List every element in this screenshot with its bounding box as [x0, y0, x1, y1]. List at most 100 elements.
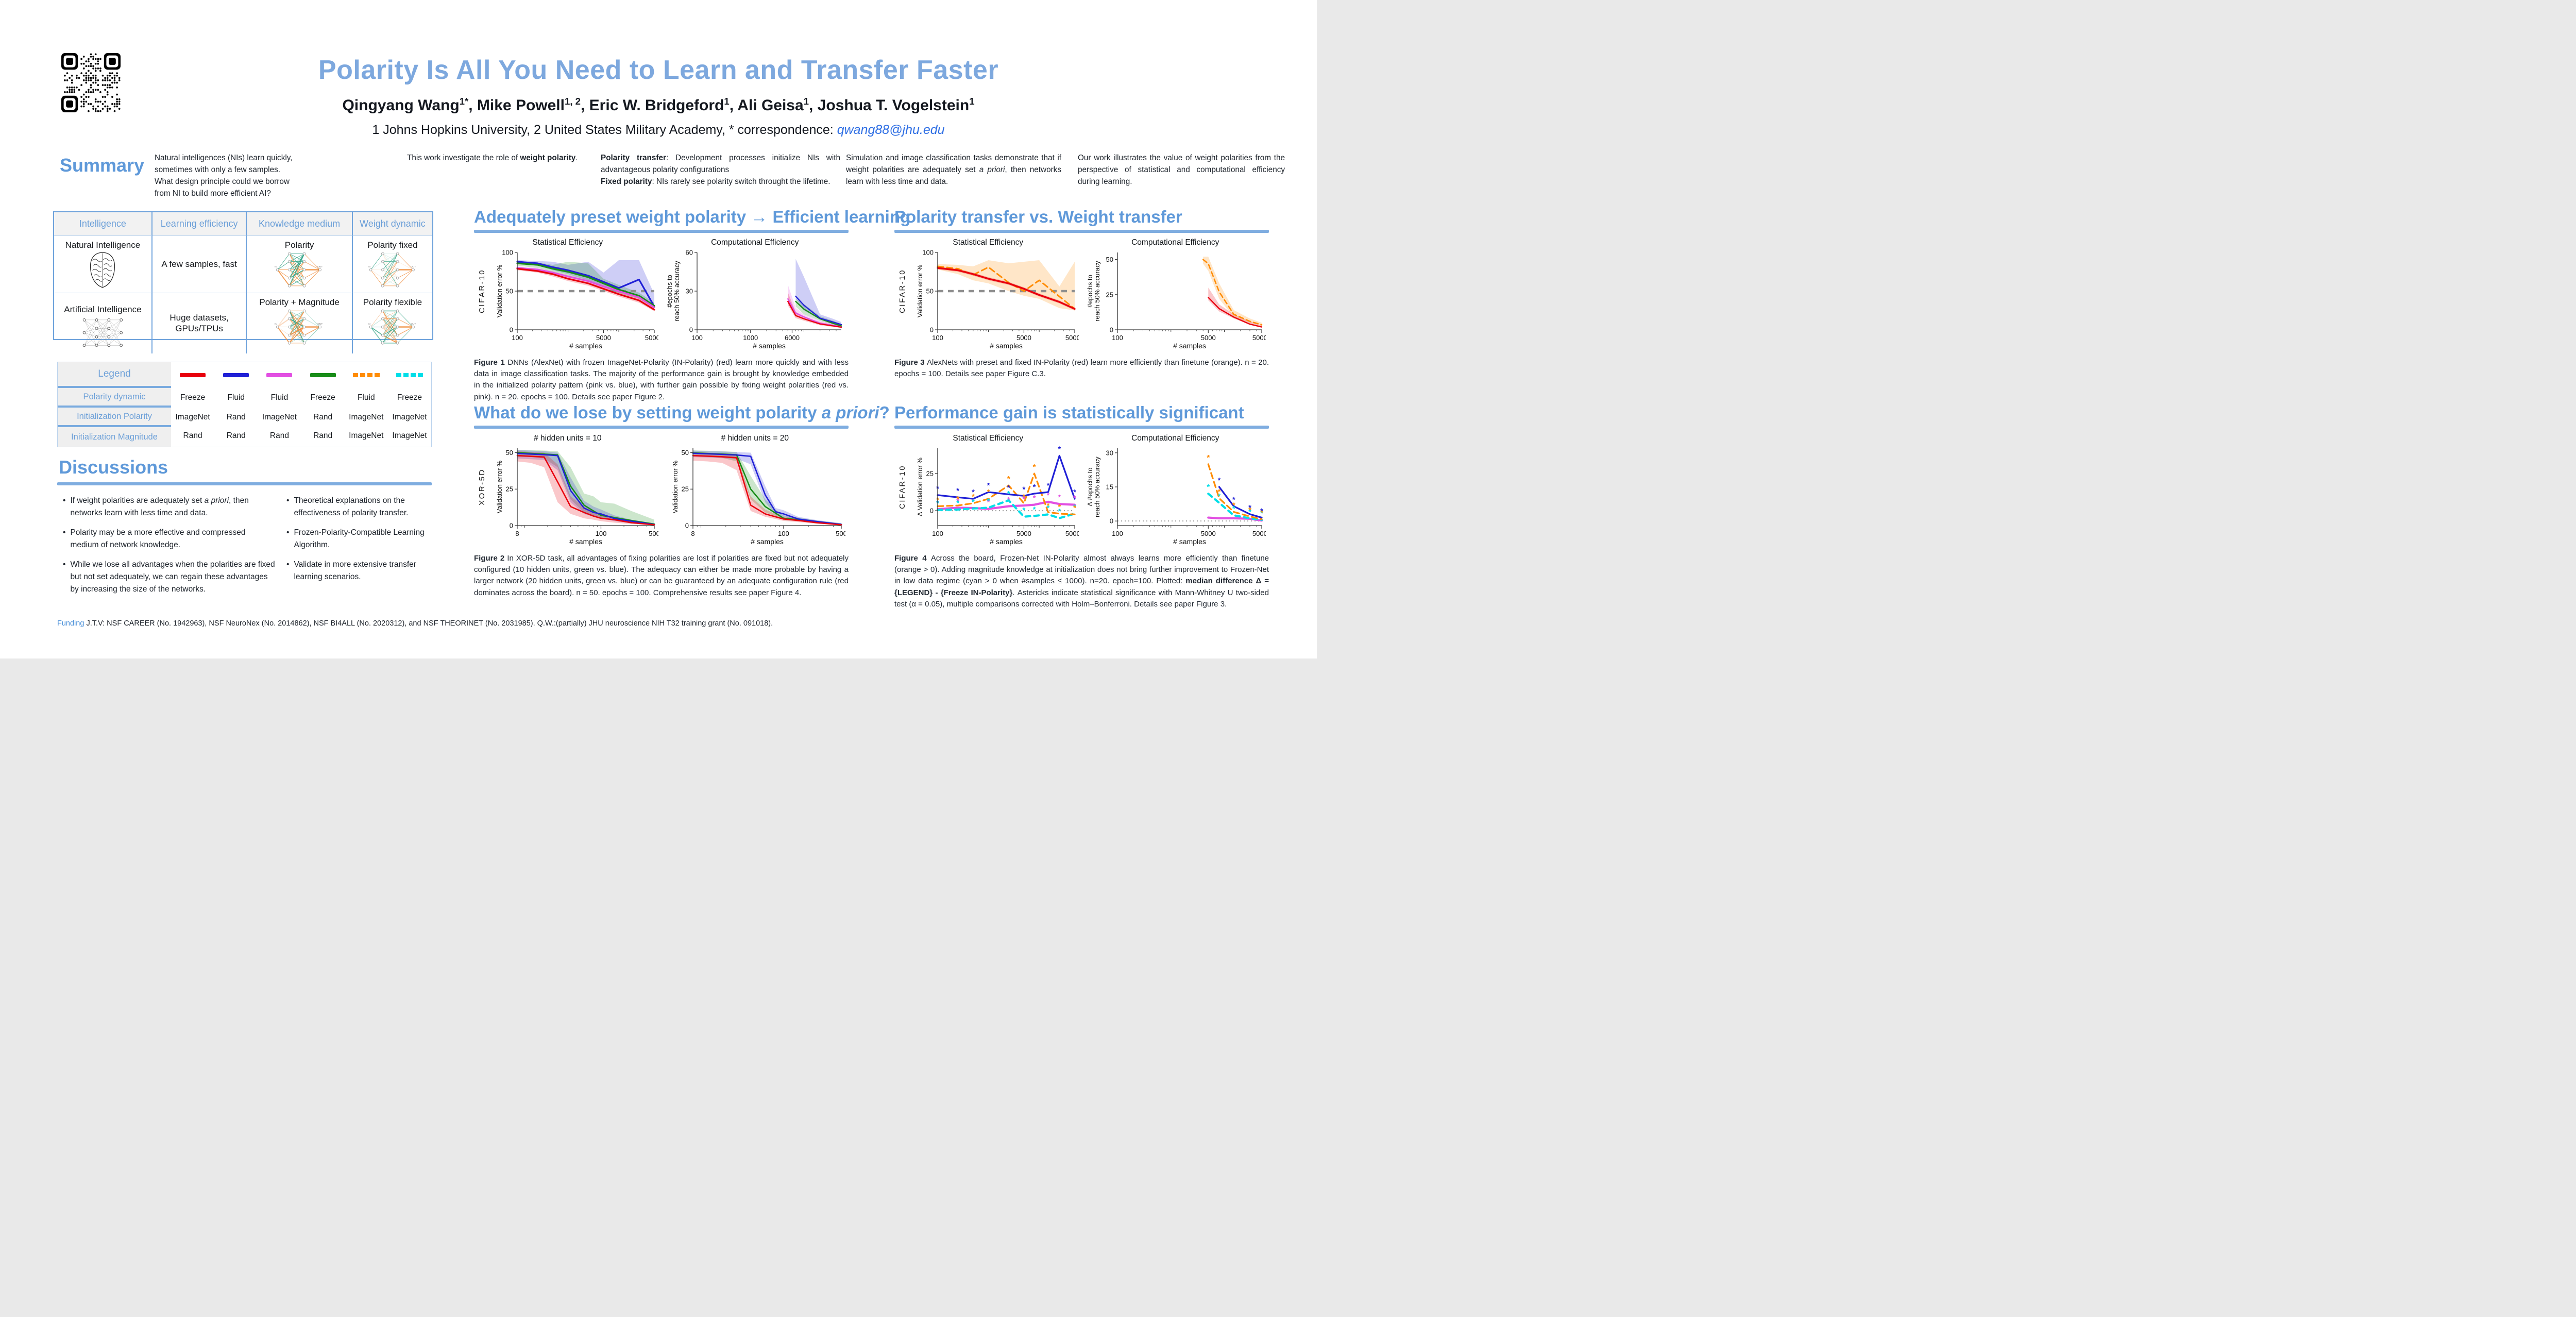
- table-cell-ni-efficiency: A few samples, fast: [152, 236, 247, 293]
- section-underline-1: [474, 230, 849, 233]
- svg-text:Validation error %: Validation error %: [496, 460, 503, 513]
- svg-text:*: *: [1218, 492, 1221, 501]
- svg-text:*: *: [1046, 503, 1049, 512]
- svg-text:5000: 5000: [1201, 530, 1216, 537]
- svg-text:# samples: # samples: [569, 537, 602, 546]
- svg-text:*: *: [1218, 487, 1221, 496]
- discussion-bullet: • Polarity may be a more effective and co…: [63, 528, 246, 550]
- network-polarity-magnitude-icon: IN OUT: [270, 308, 328, 349]
- svg-text:*: *: [956, 486, 959, 495]
- qr-code-icon: [58, 49, 131, 123]
- legend-value: ImageNet: [349, 413, 384, 421]
- poster-root: Polarity Is All You Need to Learn and Tr…: [0, 0, 1317, 659]
- svg-text:*: *: [987, 488, 990, 497]
- legend-value: Fluid: [357, 393, 375, 402]
- svg-text:*: *: [956, 497, 959, 505]
- svg-text:*: *: [987, 498, 990, 507]
- discussion-bullet: • If weight polarities are adequately set…: [63, 496, 249, 518]
- svg-text:*: *: [1218, 476, 1221, 485]
- svg-text:*: *: [1232, 501, 1235, 510]
- legend-value: Freeze: [397, 393, 422, 402]
- chart-title: Computational Efficiency: [1131, 434, 1219, 443]
- svg-text:# samples: # samples: [1173, 342, 1206, 350]
- svg-text:CIFAR-10: CIFAR-10: [898, 465, 907, 509]
- svg-text:*: *: [1032, 494, 1036, 503]
- svg-text:*: *: [1248, 503, 1251, 512]
- svg-text:*: *: [1073, 503, 1076, 512]
- discussion-bullet: • Frozen-Polarity-Compatible Learning Alg…: [286, 528, 425, 550]
- legend-value: Rand: [183, 431, 202, 440]
- svg-text:OUT: OUT: [411, 323, 416, 326]
- svg-text:25: 25: [505, 485, 513, 493]
- svg-text:*: *: [972, 493, 975, 501]
- legend-value: ImageNet: [175, 413, 210, 421]
- chart-title: Statistical Efficiency: [953, 434, 1024, 443]
- legend-value: Fluid: [227, 393, 245, 402]
- svg-text:*: *: [1073, 494, 1076, 503]
- section-underline-4: [894, 426, 1269, 429]
- svg-text:50: 50: [1106, 256, 1113, 263]
- svg-text:*: *: [1058, 503, 1061, 512]
- svg-text:*: *: [1046, 491, 1049, 500]
- section-underline-2: [474, 426, 849, 429]
- comparison-table: Intelligence Learning efficiency Knowled…: [53, 211, 433, 353]
- discussions-heading: Discussions: [59, 457, 168, 478]
- legend-swatch-row: [171, 362, 431, 388]
- legend-label-column: Legend Polarity dynamic Initialization P…: [58, 362, 171, 447]
- section-figure-2: What do we lose by setting weight polari…: [474, 403, 890, 599]
- table-cell-natural-intelligence: Natural Intelligence: [54, 236, 152, 293]
- svg-text:50000: 50000: [1252, 530, 1266, 537]
- section-heading-1: Adequately preset weight polarity → Effi…: [474, 207, 911, 226]
- svg-text:500: 500: [836, 530, 845, 537]
- figure2-caption: Figure 2 In XOR-5D task, all advantages …: [474, 554, 849, 597]
- legend-value: Freeze: [310, 393, 335, 402]
- legend-line-swatch: [258, 362, 301, 388]
- svg-text:*: *: [987, 481, 990, 490]
- svg-text:*: *: [1007, 496, 1010, 504]
- funding-line: Funding J.T.V: NSF CAREER (No. 1942963),…: [57, 619, 773, 628]
- legend-dynamic-row: Freeze Fluid Fluid Freeze Fluid Freeze: [171, 388, 431, 408]
- network-polarity-flexible-icon: IN OUT: [364, 308, 421, 349]
- svg-text:*: *: [1207, 453, 1210, 462]
- svg-text:100: 100: [778, 530, 789, 537]
- discussions-right-list: • Theoretical explanations on the effecti…: [286, 495, 425, 583]
- svg-text:*: *: [1248, 508, 1251, 516]
- network-polarity-fixed-icon: IN OUT: [364, 250, 421, 292]
- svg-text:*: *: [1260, 507, 1263, 516]
- legend-title: Legend: [58, 362, 171, 388]
- svg-text:0: 0: [685, 522, 689, 530]
- discussion-bullet: • Theoretical explanations on the effecti…: [286, 496, 409, 518]
- svg-text:*: *: [1260, 509, 1263, 517]
- correspondence-email[interactable]: qwang88@jhu.edu: [837, 123, 945, 137]
- brain-icon: [84, 250, 121, 292]
- svg-text:*: *: [956, 499, 959, 508]
- table-header-learning-efficiency: Learning efficiency: [152, 212, 247, 236]
- svg-text:*: *: [1007, 489, 1010, 498]
- legend-value: ImageNet: [392, 413, 427, 421]
- poster-title: Polarity Is All You Need to Learn and Tr…: [318, 55, 999, 85]
- svg-text:*: *: [1046, 501, 1049, 510]
- svg-text:6000: 6000: [785, 334, 800, 342]
- svg-text:IN: IN: [275, 323, 277, 326]
- svg-text:*: *: [1007, 475, 1010, 483]
- svg-text:*: *: [972, 488, 975, 497]
- svg-text:*: *: [1022, 506, 1025, 515]
- chart-title: Statistical Efficiency: [953, 238, 1024, 247]
- legend-table: Legend Polarity dynamic Initialization P…: [57, 362, 432, 447]
- svg-text:100: 100: [1112, 530, 1123, 537]
- svg-text:*: *: [1022, 485, 1025, 494]
- ann-icon: [79, 315, 126, 353]
- svg-text:# samples: # samples: [1173, 537, 1206, 546]
- svg-text:#epochs toreach 50% accuracy: #epochs toreach 50% accuracy: [1086, 261, 1101, 322]
- svg-text:Validation error %: Validation error %: [496, 264, 503, 317]
- authors-line: Qingyang Wang1*, Mike Powell1, 2, Eric W…: [342, 96, 975, 114]
- svg-text:5000: 5000: [1201, 334, 1216, 342]
- svg-text:8: 8: [515, 530, 519, 537]
- legend-value: Rand: [226, 413, 246, 421]
- svg-text:5000: 5000: [1016, 334, 1031, 342]
- svg-text:XOR-5D: XOR-5D: [478, 468, 486, 505]
- section-figure-1: Adequately preset weight polarity → Effi…: [474, 207, 911, 403]
- svg-text:0: 0: [930, 326, 934, 334]
- svg-text:*: *: [1073, 503, 1076, 512]
- svg-text:5000: 5000: [1016, 530, 1031, 537]
